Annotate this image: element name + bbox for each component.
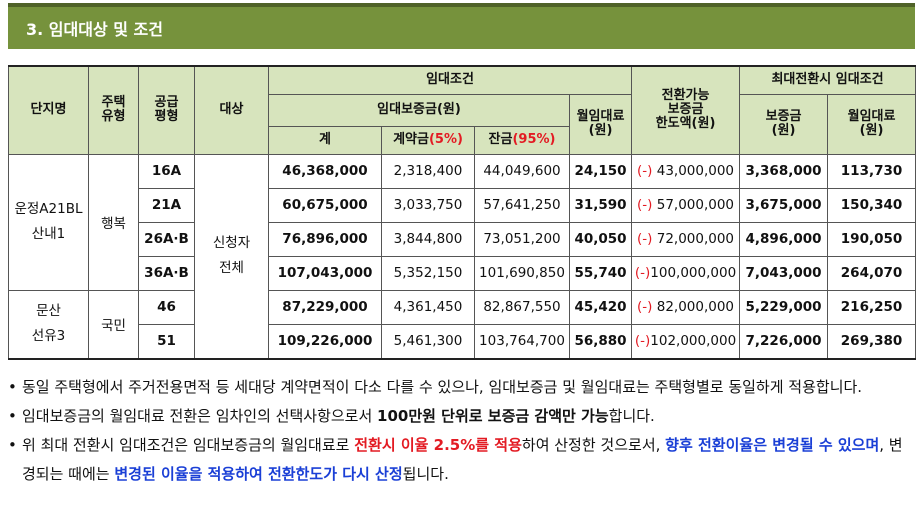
balance-amount: 82,867,550 — [474, 289, 570, 325]
complex-name: 문산 선유3 — [8, 289, 89, 359]
table-row: 51 109,226,000 5,461,300 103,764,700 56,… — [9, 323, 917, 359]
table-row: 운정A21BL 산내1 행복 16A 신청자 전체 46,368,000 2,3… — [8, 153, 917, 359]
supply-area: 26A·B — [138, 221, 195, 257]
max-deposit: 4,896,000 — [739, 221, 829, 257]
section-header: 3. 임대대상 및 조건 — [8, 3, 915, 49]
max-deposit: 3,675,000 — [739, 187, 829, 223]
contract-amount: 5,461,300 — [381, 323, 475, 359]
note-conversion-rate: • 위 최대 전환시 임대조건은 임대보증금의 월임대료로 전환시 이율 2.5%… — [8, 431, 915, 489]
housing-type: 행복 — [88, 153, 139, 291]
header-deposit: 임대보증금(원) — [268, 93, 570, 127]
monthly-rent: 40,050 — [568, 221, 633, 257]
monthly-rent: 56,880 — [568, 323, 633, 359]
max-deposit: 5,229,000 — [739, 289, 829, 325]
housing-type: 국민 — [88, 289, 139, 359]
contract-amount: 5,352,150 — [381, 255, 475, 291]
deposit-total: 107,043,000 — [268, 255, 382, 291]
header-monthly-rent: 월임대료 (원) — [568, 93, 633, 155]
balance-amount: 103,764,700 — [474, 323, 570, 359]
deposit-total: 109,226,000 — [268, 323, 382, 359]
deposit-total: 60,675,000 — [268, 187, 382, 223]
max-rent: 113,730 — [827, 153, 917, 189]
header-total: 계 — [268, 125, 382, 155]
contract-amount: 2,318,400 — [381, 153, 475, 189]
monthly-rent: 31,590 — [568, 187, 633, 223]
table-row: 36A·B 107,043,000 5,352,150 101,690,850 … — [9, 255, 917, 291]
monthly-rent: 45,420 — [568, 289, 633, 325]
header-max-rent: 월임대료 (원) — [827, 93, 917, 155]
convertible-limit: (-) 57,000,000 — [631, 187, 741, 223]
bullet: • — [8, 436, 17, 454]
convertible-limit: (-)100,000,000 — [631, 255, 741, 291]
table-row: 21A 60,675,000 3,033,750 57,641,250 31,5… — [9, 187, 917, 223]
balance-amount: 101,690,850 — [474, 255, 570, 291]
convertible-limit: (-) 72,000,000 — [631, 221, 741, 257]
supply-area: 36A·B — [138, 255, 195, 291]
table-row: 26A·B 76,896,000 3,844,800 73,051,200 40… — [9, 221, 917, 257]
complex-name: 운정A21BL 산내1 — [8, 153, 89, 291]
deposit-total: 46,368,000 — [268, 153, 382, 189]
deposit-total: 76,896,000 — [268, 221, 382, 257]
section-title: 3. 임대대상 및 조건 — [26, 20, 163, 39]
bullet: • — [8, 407, 17, 425]
deposit-total: 87,229,000 — [268, 289, 382, 325]
convertible-limit: (-) 43,000,000 — [631, 153, 741, 189]
max-deposit: 7,043,000 — [739, 255, 829, 291]
note-text: 동일 주택형에서 주거전용면적 등 세대당 계약면적이 다소 다를 수 있으나,… — [22, 378, 863, 396]
supply-area: 46 — [138, 289, 195, 325]
note-same-type: • 동일 주택형에서 주거전용면적 등 세대당 계약면적이 다소 다를 수 있으나… — [8, 373, 915, 402]
contract-amount: 4,361,450 — [381, 289, 475, 325]
notes: • 동일 주택형에서 주거전용면적 등 세대당 계약면적이 다소 다를 수 있으나… — [8, 373, 915, 489]
monthly-rent: 55,740 — [568, 255, 633, 291]
balance-amount: 44,049,600 — [474, 153, 570, 189]
contract-amount: 3,844,800 — [381, 221, 475, 257]
max-rent: 264,070 — [827, 255, 917, 291]
table-row: 문산 선유3 국민 46 87,229,000 4,361,450 82,867… — [8, 289, 917, 359]
rental-conditions-table: 단지명 주택 유형 공급 평형 대상 임대조건 전환가능 보증금 한도액(원) … — [8, 65, 917, 360]
header-max-deposit: 보증금 (원) — [739, 93, 829, 155]
header-supply-area: 공급 평형 — [138, 65, 195, 155]
supply-area: 21A — [138, 187, 195, 223]
balance-amount: 73,051,200 — [474, 221, 570, 257]
max-deposit: 7,226,000 — [739, 323, 829, 359]
max-rent: 269,380 — [827, 323, 917, 359]
header-target: 대상 — [194, 65, 269, 155]
balance-amount: 57,641,250 — [474, 187, 570, 223]
note-conversion-option: • 임대보증금의 월임대료 전환은 임차인의 선택사항으로서 100만원 단위로 … — [8, 402, 915, 431]
supply-area: 51 — [138, 323, 195, 359]
header-rental-conditions: 임대조건 — [267, 65, 633, 95]
header-housing-type: 주택 유형 — [88, 65, 139, 155]
header-max-conversion: 최대전환시 임대조건 — [739, 65, 917, 95]
header-balance: 잔금(95%) — [474, 125, 570, 155]
max-rent: 216,250 — [827, 289, 917, 325]
max-deposit: 3,368,000 — [739, 153, 829, 189]
contract-amount: 3,033,750 — [381, 187, 475, 223]
max-rent: 150,340 — [827, 187, 917, 223]
convertible-limit: (-)102,000,000 — [631, 323, 741, 359]
header-convertible-limit: 전환가능 보증금 한도액(원) — [631, 65, 741, 155]
header-contract: 계약금(5%) — [381, 125, 475, 155]
max-rent: 190,050 — [827, 221, 917, 257]
supply-area: 16A — [138, 153, 195, 189]
bullet: • — [8, 378, 17, 396]
target: 신청자 전체 — [194, 153, 269, 359]
header-complex: 단지명 — [8, 65, 89, 155]
convertible-limit: (-) 82,000,000 — [631, 289, 741, 325]
monthly-rent: 24,150 — [568, 153, 633, 189]
